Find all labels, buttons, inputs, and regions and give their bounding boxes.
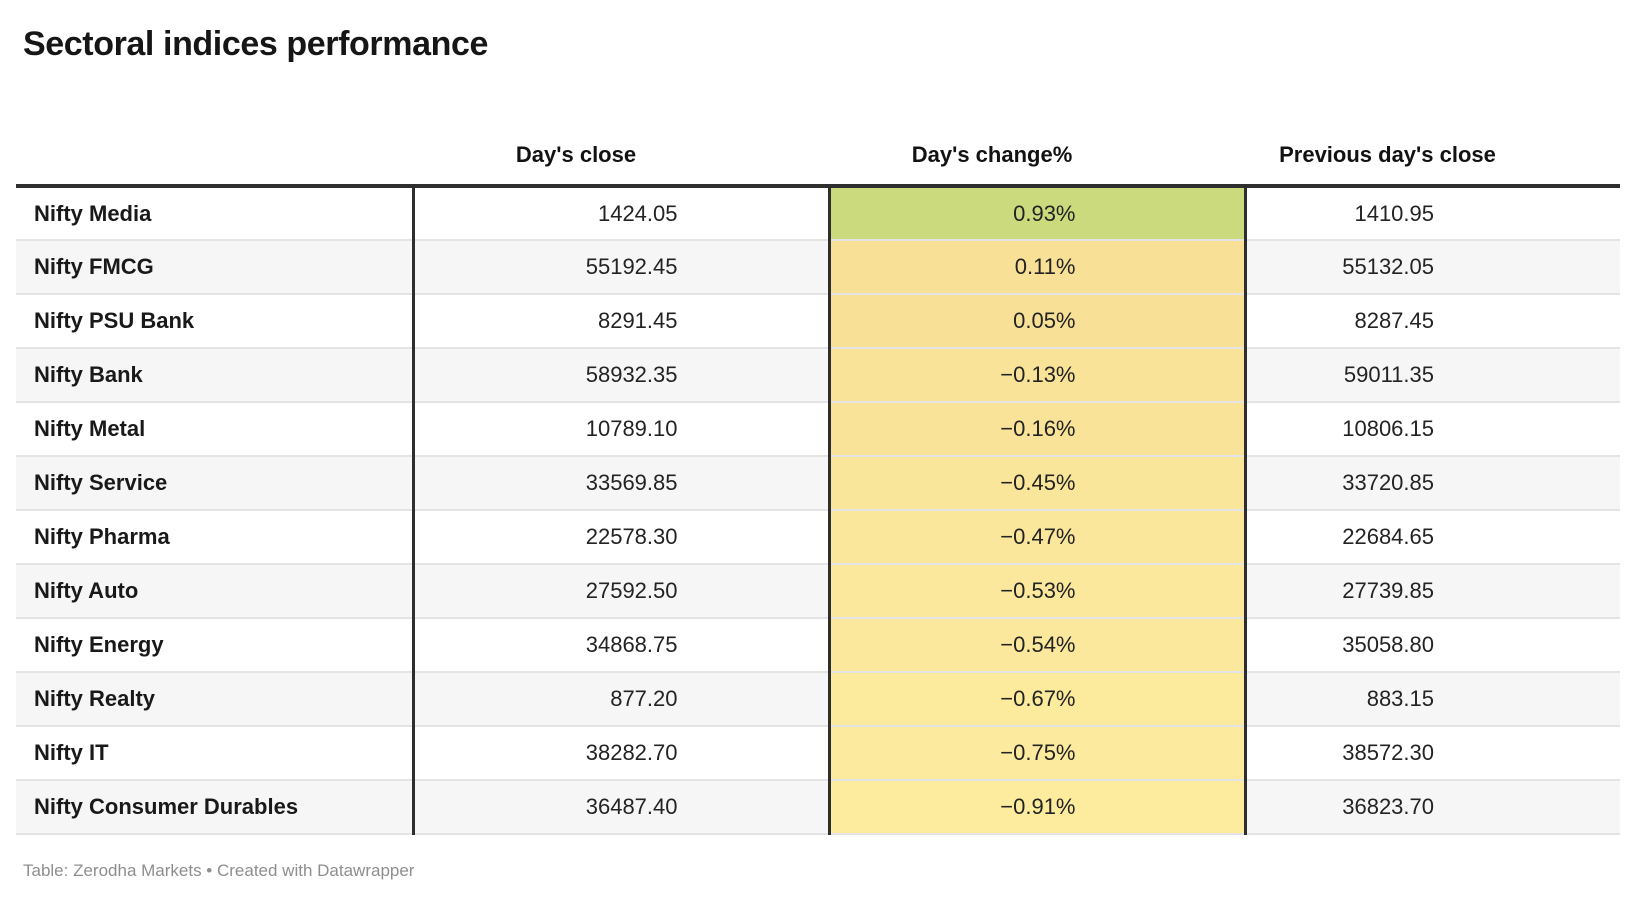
days-close-cell: 33569.85 [411, 456, 829, 511]
days-change-cell: −0.13% [827, 348, 1247, 403]
row-label: Nifty IT [16, 726, 413, 781]
table-row: Nifty Service 33569.85 −0.45% 33720.85 [16, 456, 1620, 511]
row-label: Nifty Realty [16, 672, 413, 727]
days-change-cell: −0.67% [827, 672, 1247, 727]
row-label: Nifty Media [16, 186, 413, 241]
days-change-cell: −0.54% [827, 618, 1247, 673]
column-header-days-change: Day's change% [829, 64, 1245, 188]
prev-close-cell: 8287.45 [1245, 294, 1620, 349]
days-change-cell: 0.11% [827, 240, 1247, 295]
days-close-cell: 55192.45 [411, 240, 829, 295]
days-close-cell: 34868.75 [411, 618, 829, 673]
prev-close-cell: 55132.05 [1245, 240, 1620, 295]
table-row: Nifty Consumer Durables 36487.40 −0.91% 368… [16, 780, 1620, 835]
table-row: Nifty IT 38282.70 −0.75% 38572.30 [16, 726, 1620, 781]
page-title: Sectoral indices performance [23, 25, 488, 63]
days-close-cell: 877.20 [411, 672, 829, 727]
prev-close-cell: 36823.70 [1245, 780, 1620, 835]
table-row: Nifty Realty 877.20 −0.67% 883.15 [16, 672, 1620, 727]
table-row: Nifty Pharma 22578.30 −0.47% 22684.65 [16, 510, 1620, 565]
row-label: Nifty PSU Bank [16, 294, 413, 349]
column-header-index [16, 64, 413, 188]
row-label: Nifty Auto [16, 564, 413, 619]
row-label: Nifty Pharma [16, 510, 413, 565]
days-close-cell: 22578.30 [411, 510, 829, 565]
days-close-cell: 36487.40 [411, 780, 829, 835]
prev-close-cell: 35058.80 [1245, 618, 1620, 673]
row-label: Nifty Metal [16, 402, 413, 457]
table-row: Nifty Media 1424.05 0.93% 1410.95 [16, 186, 1620, 241]
days-change-cell: −0.53% [827, 564, 1247, 619]
table-row: Nifty Energy 34868.75 −0.54% 35058.80 [16, 618, 1620, 673]
table-header: Day's close Day's change% Previous day's… [16, 64, 1620, 188]
days-change-cell: −0.45% [827, 456, 1247, 511]
days-change-cell: −0.75% [827, 726, 1247, 781]
prev-close-cell: 883.15 [1245, 672, 1620, 727]
prev-close-cell: 27739.85 [1245, 564, 1620, 619]
days-close-cell: 58932.35 [411, 348, 829, 403]
row-label: Nifty Service [16, 456, 413, 511]
row-label: Nifty FMCG [16, 240, 413, 295]
days-change-cell: 0.05% [827, 294, 1247, 349]
sectoral-indices-table: Day's close Day's change% Previous day's… [16, 64, 1620, 835]
attribution-footer: Table: Zerodha Markets • Created with Da… [23, 861, 415, 880]
table-row: Nifty FMCG 55192.45 0.11% 55132.05 [16, 240, 1620, 295]
days-change-cell: −0.16% [827, 402, 1247, 457]
table-row: Nifty Metal 10789.10 −0.16% 10806.15 [16, 402, 1620, 457]
table-row: Nifty Auto 27592.50 −0.53% 27739.85 [16, 564, 1620, 619]
days-close-cell: 1424.05 [411, 186, 829, 241]
table-row: Nifty Bank 58932.35 −0.13% 59011.35 [16, 348, 1620, 403]
prev-close-cell: 33720.85 [1245, 456, 1620, 511]
prev-close-cell: 1410.95 [1245, 186, 1620, 241]
row-label: Nifty Consumer Durables [16, 780, 413, 835]
days-change-cell: 0.93% [827, 186, 1247, 241]
header-row: Day's close Day's change% Previous day's… [16, 64, 1620, 188]
prev-close-cell: 22684.65 [1245, 510, 1620, 565]
prev-close-cell: 59011.35 [1245, 348, 1620, 403]
days-close-cell: 38282.70 [411, 726, 829, 781]
table-row: Nifty PSU Bank 8291.45 0.05% 8287.45 [16, 294, 1620, 349]
prev-close-cell: 38572.30 [1245, 726, 1620, 781]
days-close-cell: 10789.10 [411, 402, 829, 457]
days-close-cell: 27592.50 [411, 564, 829, 619]
days-close-cell: 8291.45 [411, 294, 829, 349]
column-header-days-close: Day's close [413, 64, 829, 188]
prev-close-cell: 10806.15 [1245, 402, 1620, 457]
days-change-cell: −0.47% [827, 510, 1247, 565]
column-header-prev-close: Previous day's close [1245, 64, 1620, 188]
row-label: Nifty Bank [16, 348, 413, 403]
table-body: Nifty Media 1424.05 0.93% 1410.95 Nifty FMCG… [16, 186, 1620, 835]
days-change-cell: −0.91% [827, 780, 1247, 835]
row-label: Nifty Energy [16, 618, 413, 673]
